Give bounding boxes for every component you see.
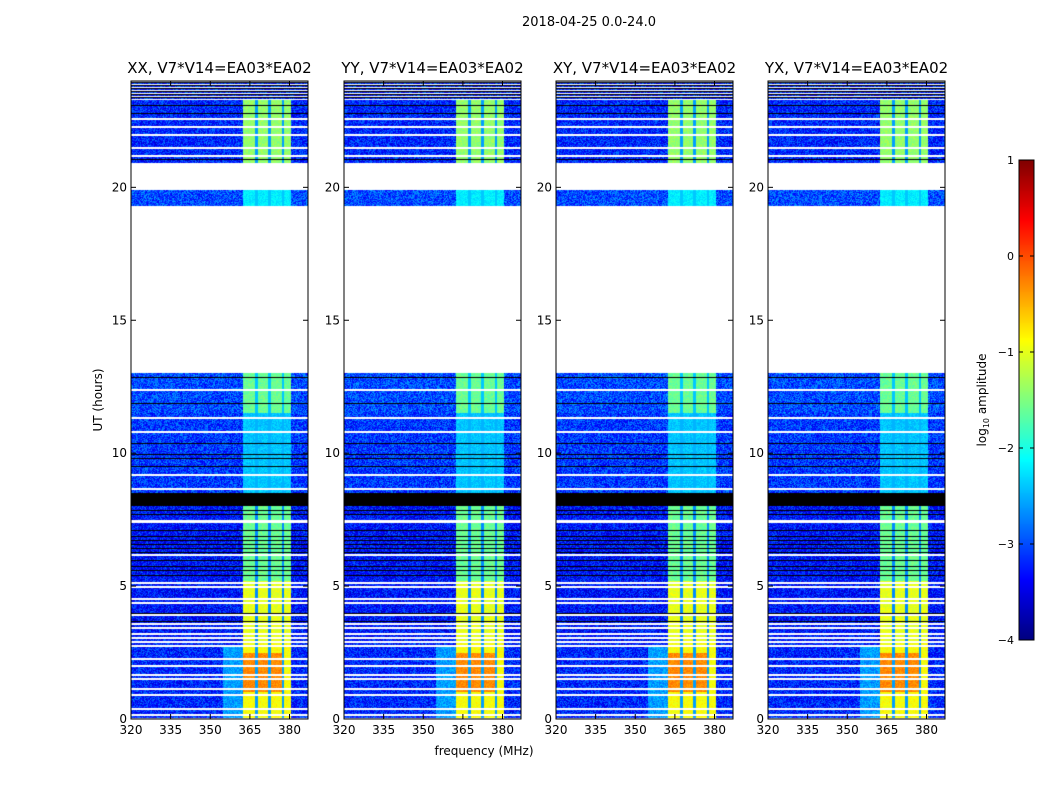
y-tick-label: 20 <box>749 180 764 194</box>
y-tick-label: 10 <box>112 446 127 460</box>
y-tick-label: 5 <box>756 579 764 593</box>
waterfall-image-yy <box>344 81 521 719</box>
panel-frame <box>130 80 309 720</box>
y-tick-label: 15 <box>325 313 340 327</box>
y-tick-label: 20 <box>537 180 552 194</box>
colorbar-tick-label: −4 <box>998 634 1014 647</box>
panel-frame <box>767 80 946 720</box>
panel-title: XY, V7*V14=EA03*EA02 <box>553 59 736 77</box>
y-tick-label: 0 <box>332 712 340 726</box>
x-tick-label: 320 <box>757 723 780 737</box>
colorbar-tick-label: −3 <box>998 538 1014 551</box>
x-axis-label: frequency (MHz) <box>434 744 533 758</box>
x-tick-label: 380 <box>491 723 514 737</box>
figure-title: 2018-04-25 0.0-24.0 <box>522 15 656 30</box>
x-tick-label: 335 <box>159 723 182 737</box>
y-tick-label: 10 <box>537 446 552 460</box>
panel-title: YY, V7*V14=EA03*EA02 <box>340 59 523 77</box>
x-tick-label: 380 <box>915 723 938 737</box>
y-tick-label: 10 <box>325 446 340 460</box>
colorbar-gradient <box>1019 160 1034 640</box>
panel-title: YX, V7*V14=EA03*EA02 <box>764 59 948 77</box>
y-tick-label: 5 <box>544 579 552 593</box>
x-tick-label: 320 <box>120 723 143 737</box>
y-tick-label: 10 <box>749 446 764 460</box>
y-tick-label: 5 <box>332 579 340 593</box>
y-tick-label: 0 <box>119 712 127 726</box>
y-tick-label: 15 <box>112 313 127 327</box>
x-tick-label: 365 <box>875 723 898 737</box>
colorbar-label: log10 amplitude <box>975 354 991 447</box>
panel-frame <box>555 80 734 720</box>
x-tick-label: 380 <box>703 723 726 737</box>
x-tick-label: 350 <box>412 723 435 737</box>
colorbar-tick-label: 0 <box>1007 250 1014 263</box>
waterfall-image-xy <box>556 81 733 719</box>
y-tick-label: 0 <box>544 712 552 726</box>
x-tick-label: 320 <box>333 723 356 737</box>
x-tick-label: 335 <box>796 723 819 737</box>
colorbar-tick-label: 1 <box>1007 154 1014 167</box>
y-tick-label: 15 <box>537 313 552 327</box>
y-axis-label: UT (hours) <box>91 368 105 431</box>
y-tick-label: 0 <box>756 712 764 726</box>
x-tick-label: 350 <box>836 723 859 737</box>
colorbar-tick-label: −2 <box>998 442 1014 455</box>
x-tick-label: 350 <box>199 723 222 737</box>
colorbar-tick-label: −1 <box>998 346 1014 359</box>
colorbar-frame <box>1018 159 1035 641</box>
x-tick-label: 365 <box>663 723 686 737</box>
y-tick-label: 20 <box>325 180 340 194</box>
panel-title: XX, V7*V14=EA03*EA02 <box>127 59 311 77</box>
x-tick-label: 365 <box>451 723 474 737</box>
y-tick-label: 20 <box>112 180 127 194</box>
y-tick-label: 15 <box>749 313 764 327</box>
x-tick-label: 335 <box>584 723 607 737</box>
x-tick-label: 365 <box>238 723 261 737</box>
x-tick-label: 335 <box>372 723 395 737</box>
waterfall-image-xx <box>131 81 308 719</box>
x-tick-label: 380 <box>278 723 301 737</box>
waterfall-image-yx <box>768 81 945 719</box>
x-tick-label: 350 <box>624 723 647 737</box>
x-tick-label: 320 <box>545 723 568 737</box>
panel-frame <box>343 80 522 720</box>
y-tick-label: 5 <box>119 579 127 593</box>
